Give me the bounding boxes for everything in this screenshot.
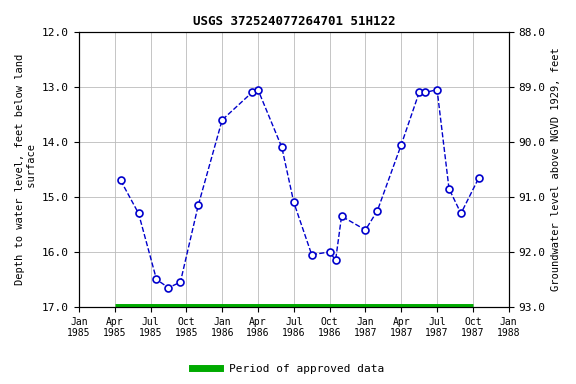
Legend: Period of approved data: Period of approved data [188,359,388,379]
Title: USGS 372524077264701 51H122: USGS 372524077264701 51H122 [192,15,395,28]
Y-axis label: Groundwater level above NGVD 1929, feet: Groundwater level above NGVD 1929, feet [551,48,561,291]
Y-axis label: Depth to water level, feet below land
 surface: Depth to water level, feet below land su… [15,54,37,285]
